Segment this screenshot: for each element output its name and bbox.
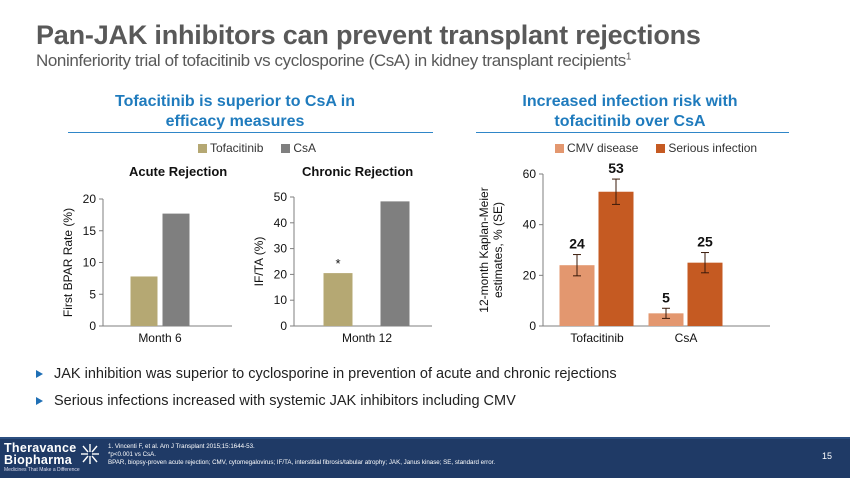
bullet-item: JAK inhibition was superior to cyclospor… <box>36 366 617 382</box>
efficacy-heading-line2: efficacy measures <box>165 113 305 130</box>
infection-section-heading: Increased infection risk with tofacitini… <box>505 92 755 132</box>
y-tick-label: 30 <box>274 242 288 256</box>
legend-swatch-tofacitinib <box>198 143 207 153</box>
legend-label: Tofacitinib <box>210 141 264 155</box>
efficacy-section-rule <box>68 132 433 133</box>
infection-heading-line2: tofacitinib over CsA <box>554 113 706 130</box>
y-tick-label: 5 <box>89 287 96 301</box>
y-axis-label-line2: estimates, % (SE) <box>491 202 505 298</box>
legend-swatch-csa <box>281 143 291 153</box>
bullet-text: Serious infections increased with system… <box>54 393 516 409</box>
x-tick-label: Tofacitinib <box>570 331 624 345</box>
legend-swatch-serious <box>656 143 666 153</box>
slide-title: Pan-JAK inhibitors can prevent transplan… <box>36 20 701 50</box>
bar-tofacitinib <box>323 273 353 326</box>
legend-label: CMV disease <box>567 141 639 155</box>
bar-cmv-disease <box>648 313 684 326</box>
y-tick-label: 0 <box>89 319 96 333</box>
y-tick-label: 20 <box>83 192 97 206</box>
legend-label: CsA <box>293 141 317 155</box>
starburst-logo-icon <box>81 444 99 464</box>
y-axis-label: IF/TA (%) <box>252 237 266 287</box>
data-label: 25 <box>697 234 713 250</box>
efficacy-section-heading: Tofacitinib is superior to CsA in effica… <box>90 92 380 132</box>
y-tick-label: 10 <box>274 293 288 307</box>
bar-serious-infection <box>598 191 634 326</box>
footnote-abbreviations: BPAR, biopsy-proven acute rejection; CMV… <box>108 459 496 466</box>
y-tick-label: 0 <box>280 319 287 333</box>
infection-heading-line1: Increased infection risk with <box>522 93 738 110</box>
y-tick-label: 0 <box>529 319 536 333</box>
significance-marker: * <box>335 256 340 271</box>
acute-rejection-title: Acute Rejection <box>129 164 228 179</box>
infection-section-rule <box>476 132 789 133</box>
y-tick-label: 15 <box>83 224 97 238</box>
logo-line1: Theravance <box>4 441 77 455</box>
data-label: 53 <box>608 160 624 176</box>
bullet-triangle-icon <box>36 370 43 378</box>
page-number: 15 <box>821 451 832 461</box>
bar-csa <box>380 201 410 326</box>
data-label: 5 <box>662 289 670 305</box>
y-tick-label: 60 <box>523 167 537 181</box>
bullet-triangle-icon <box>36 397 43 405</box>
logo-line2: Biopharma <box>4 453 72 467</box>
bullet-text: JAK inhibition was superior to cyclospor… <box>54 366 617 382</box>
bar-csa <box>162 213 190 326</box>
y-tick-label: 50 <box>274 190 288 204</box>
legend-swatch-cmv <box>555 143 564 153</box>
chronic-rejection-title: Chronic Rejection <box>302 164 414 179</box>
bullet-item: Serious infections increased with system… <box>36 393 617 409</box>
efficacy-legend: Tofacitinib CsA <box>198 141 328 155</box>
footnote-reference: 1. Vincenti F, et al. Am J Transplant 20… <box>108 443 255 450</box>
footnote-significance: *p<0.001 vs CsA. <box>108 451 156 458</box>
y-tick-label: 40 <box>274 216 288 230</box>
subtitle-footnote-ref: 1 <box>625 51 632 63</box>
subtitle-text: Noninferiority trial of tofacitinib vs c… <box>36 51 626 70</box>
y-axis-label: First BPAR Rate (%) <box>61 208 75 317</box>
legend-label: Serious infection <box>668 141 758 155</box>
legend-item-cmv: CMV disease <box>555 141 638 155</box>
y-tick-label: 40 <box>523 218 537 232</box>
footer-bar: Theravance Biopharma Medicines That Make… <box>0 437 850 478</box>
company-logo: Theravance Biopharma Medicines That Make… <box>4 442 80 474</box>
y-tick-label: 20 <box>523 268 537 282</box>
legend-item-tofacitinib: Tofacitinib <box>198 141 263 155</box>
data-label: 24 <box>569 236 585 252</box>
bullet-list: JAK inhibition was superior to cyclospor… <box>36 366 617 420</box>
footnotes: 1. Vincenti F, et al. Am J Transplant 20… <box>108 443 495 467</box>
efficacy-heading-line1: Tofacitinib is superior to CsA in <box>114 93 355 110</box>
y-tick-label: 10 <box>83 256 97 270</box>
logo-tagline: Medicines That Make a Difference <box>4 467 80 473</box>
legend-item-csa: CsA <box>281 141 316 155</box>
x-tick-label: Month 12 <box>342 331 392 345</box>
bar-tofacitinib <box>130 276 158 326</box>
legend-item-serious: Serious infection <box>656 141 757 155</box>
x-tick-label: Month 6 <box>138 331 182 345</box>
x-tick-label: CsA <box>675 331 698 345</box>
y-axis-label-line1: 12-month Kaplan-Meier <box>477 187 491 312</box>
slide-subtitle: Noninferiority trial of tofacitinib vs c… <box>36 51 631 71</box>
y-tick-label: 20 <box>274 267 288 281</box>
infection-legend: CMV disease Serious infection <box>555 141 769 155</box>
